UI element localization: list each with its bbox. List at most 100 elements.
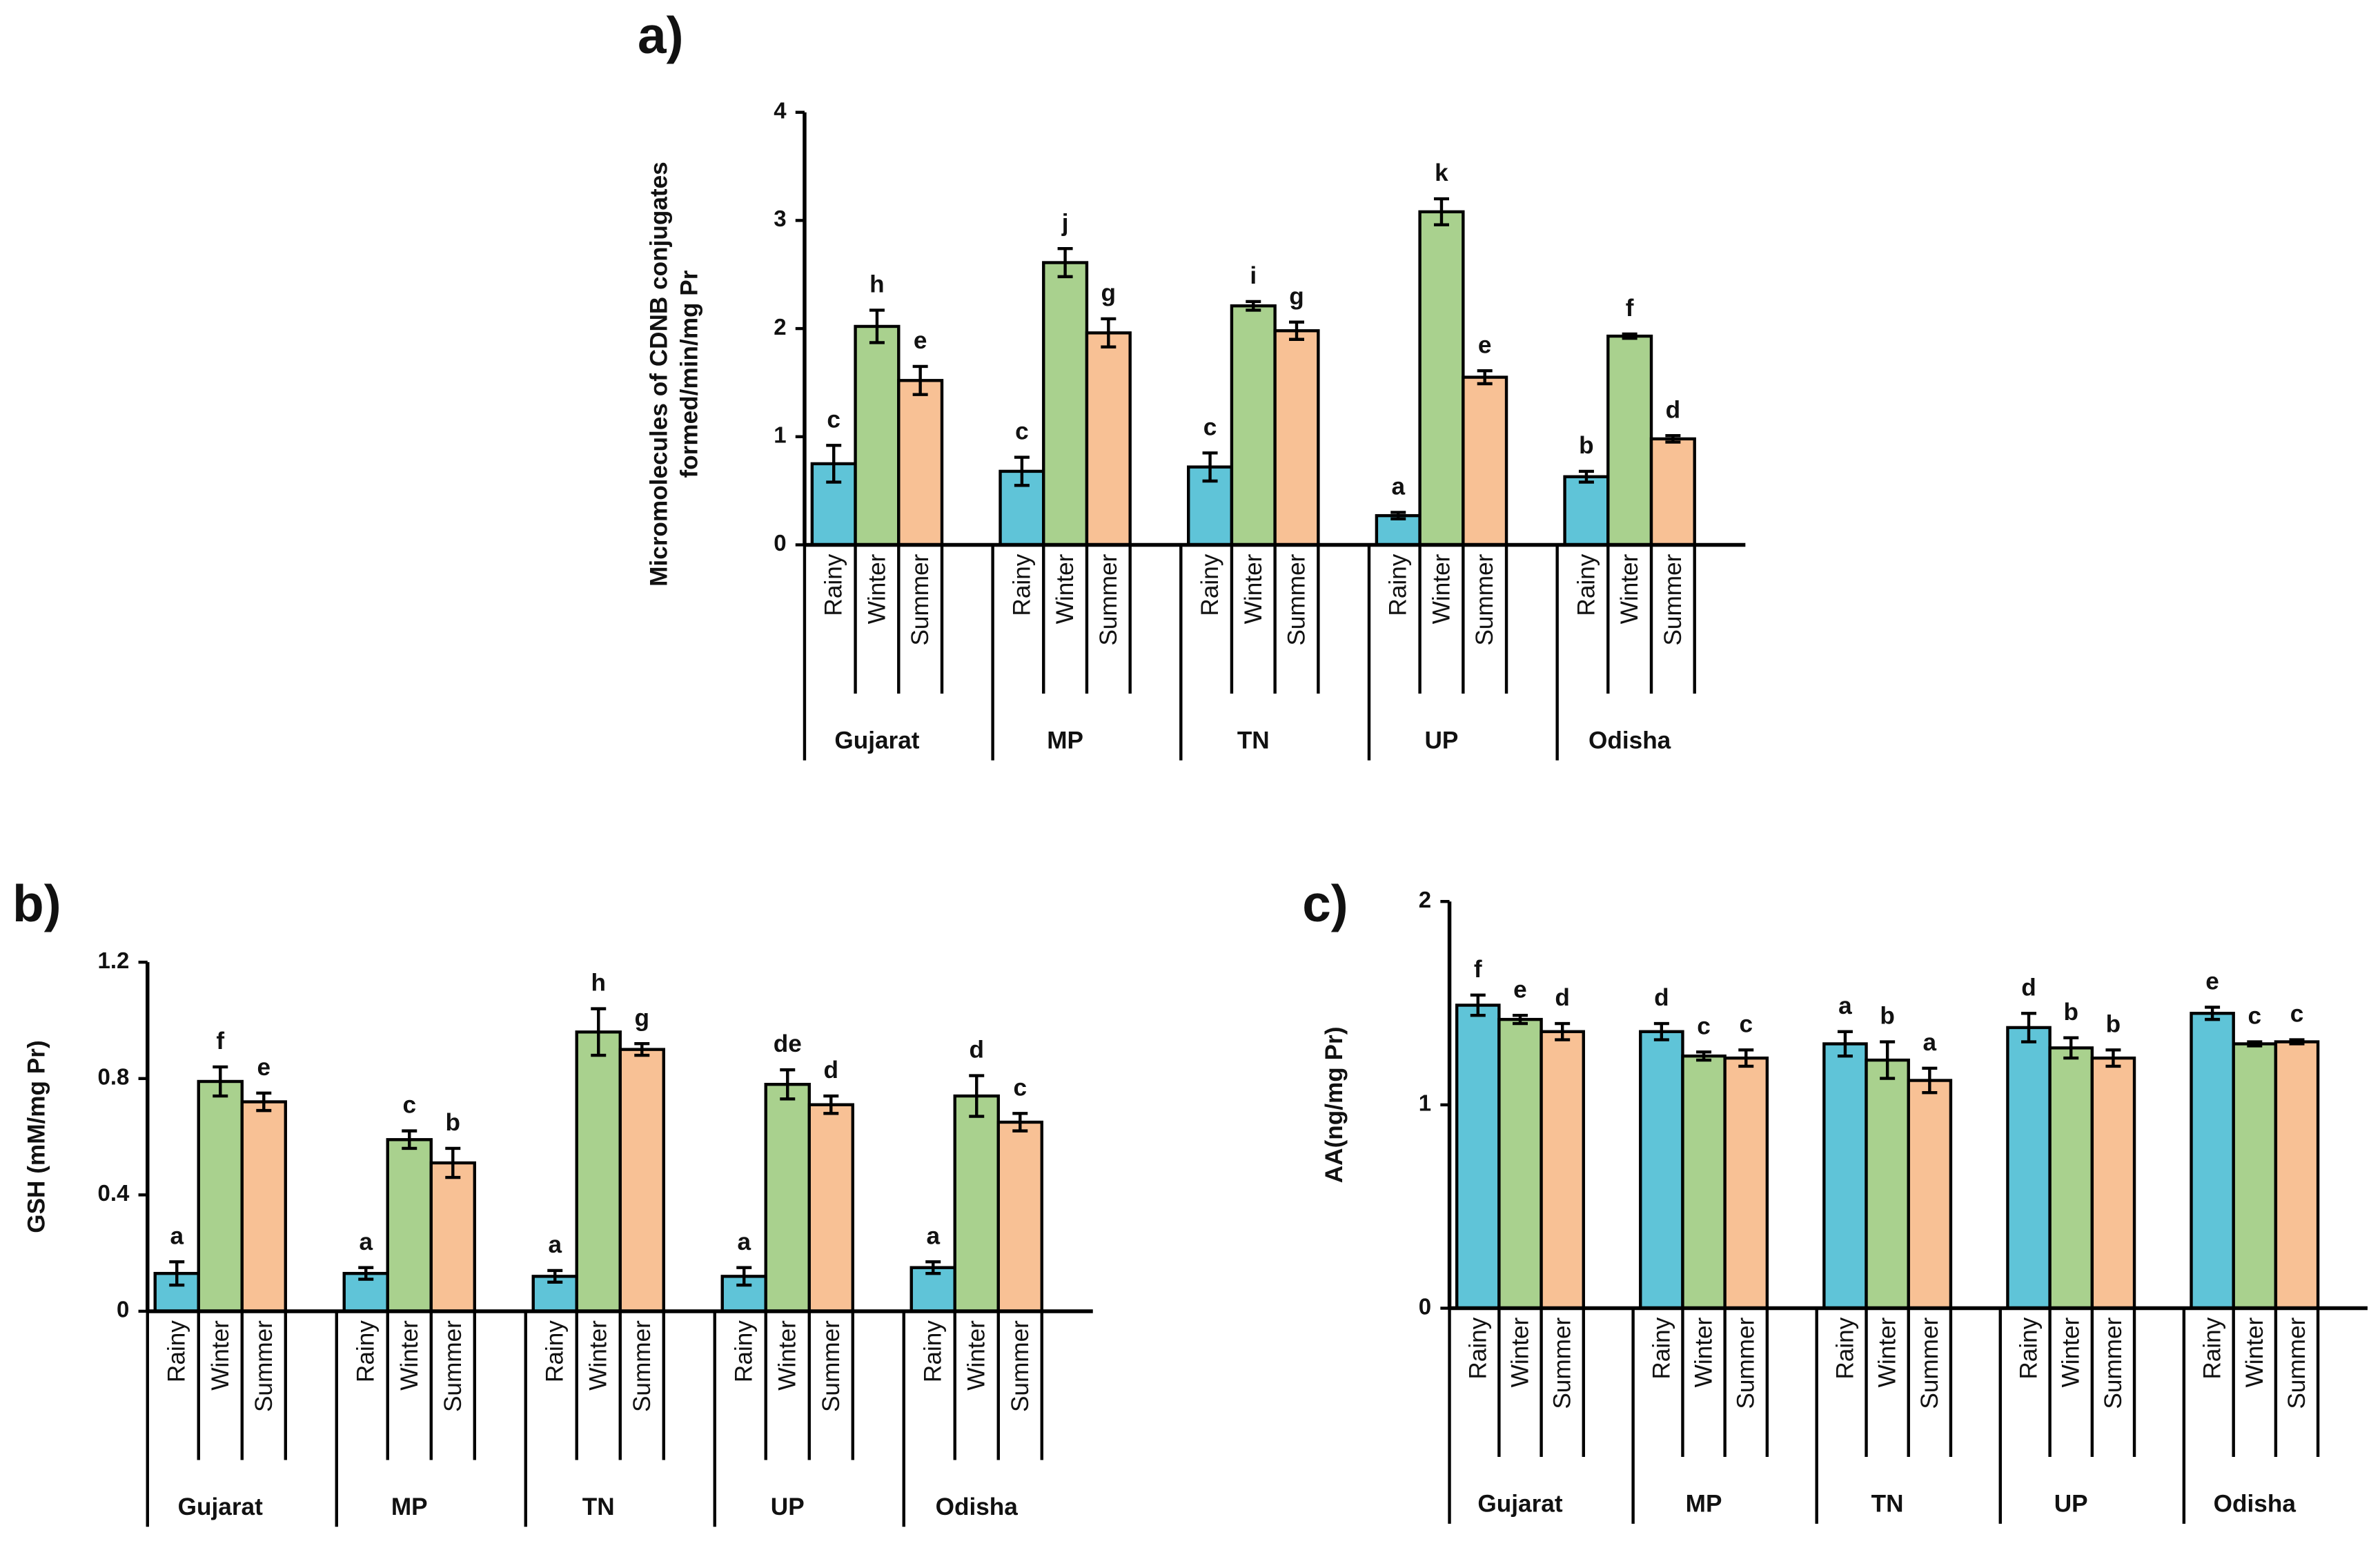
- x-tick-label: Summer: [818, 1320, 845, 1412]
- bar: [2006, 1026, 2052, 1310]
- x-tick-label: Summer: [1916, 1317, 1943, 1409]
- significance-letter: c: [1739, 1010, 1753, 1037]
- x-tick-label: Winter: [207, 1320, 234, 1391]
- x-tick-label: Rainy: [353, 1320, 380, 1382]
- bar: [996, 1120, 1043, 1313]
- significance-letter: e: [257, 1054, 271, 1081]
- significance-letter: k: [1435, 159, 1448, 186]
- x-group-label: MP: [1047, 727, 1083, 754]
- x-group-label: Odisha: [936, 1493, 1019, 1520]
- y-tick-label: 1: [1419, 1090, 1431, 1116]
- significance-letter: b: [2106, 1010, 2121, 1037]
- bar: [1462, 375, 1508, 547]
- x-group-label: Odisha: [2214, 1491, 2297, 1518]
- x-tick-label: Rainy: [1385, 553, 1412, 616]
- significance-letter: e: [914, 327, 927, 354]
- x-group-label: UP: [2054, 1491, 2088, 1518]
- significance-letter: a: [359, 1228, 373, 1255]
- x-tick-label: Summer: [1095, 553, 1122, 645]
- bar: [2274, 1040, 2320, 1310]
- significance-letter: f: [1626, 295, 1634, 322]
- panel-label: c): [1302, 874, 1348, 932]
- x-tick-label: Winter: [1052, 553, 1079, 624]
- significance-letter: b: [2063, 999, 2078, 1026]
- bar: [1681, 1054, 1727, 1310]
- bar: [1540, 1030, 1585, 1310]
- y-axis-label: Micromolecules of CDNB conjugates: [645, 161, 672, 587]
- y-tick-label: 0.8: [98, 1064, 130, 1089]
- x-tick-label: Winter: [1240, 553, 1267, 624]
- bar: [2048, 1046, 2094, 1310]
- significance-letter: a: [1391, 473, 1405, 500]
- bar: [1455, 1003, 1501, 1310]
- x-group-label: Odisha: [1589, 727, 1671, 754]
- y-tick-label: 0: [1419, 1293, 1431, 1319]
- significance-letter: d: [1555, 984, 1570, 1011]
- x-tick-label: Summer: [440, 1320, 466, 1412]
- bar: [1649, 437, 1696, 547]
- significance-letter: i: [1250, 262, 1257, 289]
- significance-letter: c: [827, 406, 840, 433]
- x-tick-label: Rainy: [164, 1320, 190, 1382]
- bar: [1497, 1017, 1543, 1310]
- significance-letter: c: [1013, 1074, 1027, 1101]
- x-tick-label: Summer: [1660, 553, 1686, 645]
- bar: [386, 1138, 433, 1313]
- x-tick-label: Rainy: [731, 1320, 758, 1382]
- y-tick-label: 2: [774, 314, 786, 340]
- x-tick-label: Rainy: [920, 1320, 947, 1382]
- significance-letter: b: [1880, 1003, 1895, 1030]
- bar: [429, 1161, 476, 1313]
- bar: [1822, 1042, 1868, 1310]
- significance-letter: c: [1697, 1012, 1711, 1039]
- bar: [1085, 331, 1132, 547]
- significance-letter: d: [1666, 396, 1681, 423]
- bar: [854, 324, 901, 547]
- bar: [1273, 329, 1320, 547]
- x-tick-label: Winter: [963, 1320, 990, 1391]
- y-tick-label: 0: [774, 530, 786, 556]
- x-tick-label: Winter: [1428, 553, 1455, 624]
- bar: [1639, 1030, 1684, 1310]
- significance-letter: a: [1838, 992, 1852, 1019]
- bar: [1418, 210, 1465, 547]
- x-tick-label: Summer: [629, 1320, 656, 1412]
- significance-letter: b: [446, 1109, 461, 1136]
- x-tick-label: Winter: [863, 553, 890, 624]
- y-tick-label: 4: [774, 97, 787, 123]
- x-tick-label: Winter: [1506, 1317, 1533, 1387]
- significance-letter: d: [2021, 974, 2036, 1001]
- x-tick-label: Summer: [2283, 1317, 2310, 1409]
- x-tick-label: Rainy: [1648, 1317, 1675, 1379]
- y-tick-label: 1.2: [98, 948, 130, 973]
- x-group-label: TN: [1871, 1491, 1904, 1518]
- significance-letter: de: [774, 1030, 802, 1057]
- significance-letter: a: [1923, 1029, 1937, 1056]
- significance-letter: e: [1513, 976, 1527, 1003]
- bar: [807, 1103, 854, 1313]
- x-group-label: UP: [771, 1493, 805, 1520]
- bar: [2090, 1056, 2136, 1310]
- y-tick-label: 3: [774, 206, 786, 231]
- panel-label: a): [638, 6, 683, 64]
- x-tick-label: Summer: [2100, 1317, 2127, 1409]
- x-tick-label: Rainy: [1197, 553, 1223, 616]
- x-group-label: TN: [582, 1493, 615, 1520]
- x-tick-label: Rainy: [2199, 1317, 2226, 1379]
- y-tick-label: 1: [774, 422, 786, 447]
- x-tick-label: Winter: [1874, 1317, 1901, 1387]
- x-group-label: Gujarat: [834, 727, 919, 754]
- panel-label: b): [12, 874, 61, 932]
- significance-letter: c: [2290, 1001, 2304, 1028]
- bar: [1865, 1058, 1910, 1310]
- significance-letter: d: [970, 1037, 985, 1064]
- bar: [953, 1094, 1000, 1313]
- y-axis-label: AA(ng/mg Pr): [1321, 1027, 1348, 1184]
- x-tick-label: Summer: [1549, 1317, 1576, 1409]
- significance-letter: c: [1015, 418, 1029, 445]
- x-tick-label: Winter: [1616, 553, 1643, 624]
- x-tick-label: Rainy: [542, 1320, 569, 1382]
- significance-letter: f: [1474, 956, 1482, 983]
- x-group-label: MP: [391, 1493, 428, 1520]
